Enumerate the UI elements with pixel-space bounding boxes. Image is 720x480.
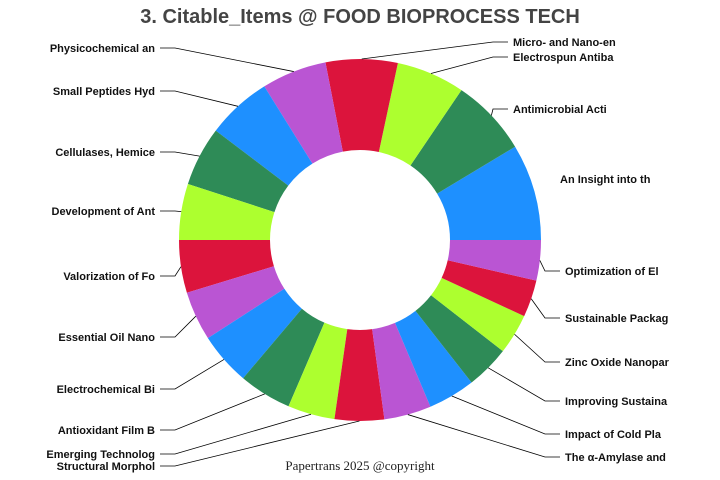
leader-line: [407, 414, 560, 458]
donut-slice: [395, 310, 472, 407]
copyright-footer: Papertrans 2025 @copyright: [285, 458, 435, 473]
slice-label: Sustainable Packag: [565, 313, 668, 325]
leader-line: [539, 260, 560, 272]
donut-slice: [187, 130, 289, 213]
leader-line: [160, 359, 225, 390]
slice-label: Structural Morphol: [57, 461, 155, 473]
leader-line: [451, 395, 560, 435]
leader-line: [160, 47, 294, 72]
leader-line: [160, 210, 182, 213]
donut-slice: [207, 288, 302, 379]
slice-label: Essential Oil Nano: [58, 332, 155, 344]
slice-label: Impact of Cold Pla: [565, 429, 662, 441]
leader-line: [160, 151, 200, 157]
slice-label: Micro- and Nano-en: [513, 37, 616, 49]
leader-line: [430, 56, 508, 74]
leader-line: [160, 393, 265, 431]
leader-line: [487, 367, 560, 402]
slice-label: Development of Ant: [52, 206, 156, 218]
donut-slice: [431, 277, 525, 352]
slice-label: Antioxidant Film B: [58, 425, 155, 437]
leader-line: [530, 298, 560, 319]
slice-label: Valorization of Fo: [63, 271, 155, 283]
slice-label: Zinc Oxide Nanopar: [565, 357, 670, 369]
leader-line: [490, 108, 508, 116]
donut-slice: [441, 260, 537, 317]
leader-line: [160, 315, 197, 338]
donut-slice: [325, 59, 398, 152]
slice-label: Antimicrobial Acti: [513, 104, 607, 116]
slice-label: The α-Amylase and: [565, 452, 666, 464]
slice-label: Small Peptides Hyd: [53, 86, 155, 98]
donut-slice: [372, 322, 431, 420]
donut-slice: [334, 329, 385, 421]
slice-label: Optimization of El: [565, 266, 659, 278]
donut-slice: [243, 308, 325, 407]
slice-label: An Insight into th: [560, 174, 651, 186]
donut-slice: [179, 240, 274, 293]
slice-label: Electrochemical Bi: [57, 384, 155, 396]
donut-slice: [437, 146, 542, 240]
donut-slice: [447, 240, 541, 281]
leader-line: [160, 266, 182, 277]
donut-slice: [378, 63, 462, 166]
donut-slice: [264, 62, 343, 164]
leader-line: [160, 90, 239, 107]
donut-slice: [179, 183, 275, 240]
leader-line: [160, 413, 312, 455]
leader-line: [361, 41, 508, 60]
donut-slice: [415, 295, 503, 383]
donut-slice: [186, 266, 285, 339]
slice-label: Emerging Technolog: [46, 449, 155, 461]
donut-slice: [288, 322, 348, 420]
slice-label: Physicochemical an: [50, 43, 155, 55]
donut-slice: [215, 86, 313, 186]
leader-line: [514, 333, 560, 363]
leader-line: [160, 420, 360, 467]
slice-label: Electrospun Antiba: [513, 52, 614, 64]
slice-label: Cellulases, Hemice: [55, 147, 155, 159]
slice-label: Improving Sustaina: [565, 396, 668, 408]
donut-slice: [410, 90, 516, 194]
chart-title: 3. Citable_Items @ FOOD BIOPROCESS TECH: [140, 6, 580, 28]
